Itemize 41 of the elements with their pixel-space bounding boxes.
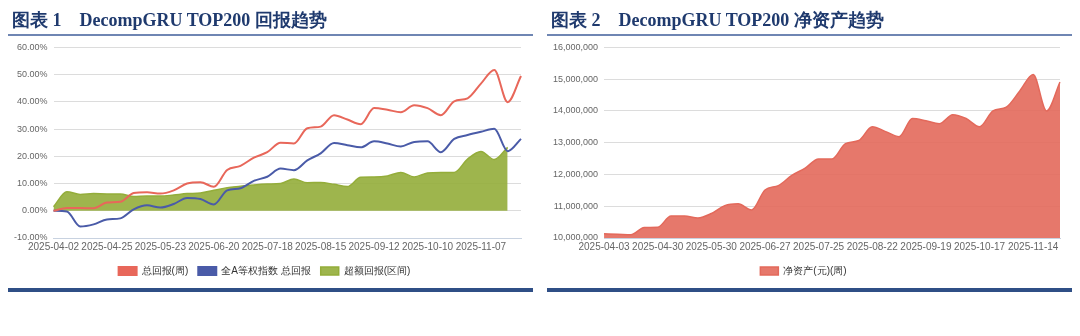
chart-title: 图表 2 DecompGRU TOP200 净资产趋势 — [547, 0, 1072, 36]
y-tick-label: 14,000,000 — [553, 105, 599, 116]
y-tick-label: 0.00% — [21, 205, 48, 216]
x-tick-label: 2025-08-15 — [295, 240, 347, 252]
y-tick-label: 30.00% — [16, 123, 48, 134]
line-series — [52, 69, 522, 212]
x-tick-label: 2025-09-19 — [900, 240, 952, 252]
x-tick-label: 2025-10-17 — [953, 240, 1006, 252]
x-tick-label: 2025-07-25 — [793, 240, 845, 252]
y-tick-label: 11,000,000 — [553, 200, 599, 211]
y-tick-label: 60.00% — [16, 41, 48, 52]
x-tick-label: 2025-06-20 — [188, 240, 240, 252]
line-series — [52, 127, 522, 228]
y-tick-label: 50.00% — [16, 69, 48, 80]
x-tick-label: 2025-08-22 — [846, 240, 899, 252]
x-tick-label: 2025-10-10 — [401, 240, 454, 252]
legend-label: 净资产(元)(周) — [783, 264, 847, 276]
y-tick-label: 15,000,000 — [553, 73, 599, 84]
legend-label: 总回报(周) — [140, 264, 189, 276]
chart-title: 图表 1 DecompGRU TOP200 回报趋势 — [8, 0, 533, 36]
x-tick-label: 2025-04-03 — [578, 240, 631, 252]
y-tick-label: 40.00% — [16, 96, 48, 107]
y-tick-label: 10,000,000 — [553, 232, 599, 243]
y-tick-label: -10.00% — [13, 232, 48, 243]
legend-label: 全A等权指数 总回报 — [221, 264, 311, 276]
x-tick-label: 2025-09-12 — [348, 240, 401, 252]
y-tick-label: 10.00% — [16, 178, 48, 189]
x-tick-label: 2025-04-02 — [27, 240, 80, 252]
y-tick-label: 12,000,000 — [553, 168, 599, 179]
y-tick-label: 20.00% — [16, 150, 48, 161]
x-tick-label: 2025-04-30 — [632, 240, 684, 252]
x-tick-label: 2025-11-07 — [455, 240, 507, 252]
x-tick-label: 2025-05-23 — [134, 240, 187, 252]
legend-label: 超额回报(区间) — [343, 264, 411, 276]
y-tick-label: 16,000,000 — [553, 41, 599, 52]
x-tick-label: 2025-06-27 — [739, 240, 791, 252]
x-tick-label: 2025-07-18 — [241, 240, 294, 252]
y-tick-label: 13,000,000 — [553, 137, 599, 148]
x-tick-label: 2025-05-30 — [685, 240, 738, 252]
x-tick-label: 2025-04-25 — [81, 240, 133, 252]
x-tick-label: 2025-11-14 — [1007, 240, 1059, 252]
